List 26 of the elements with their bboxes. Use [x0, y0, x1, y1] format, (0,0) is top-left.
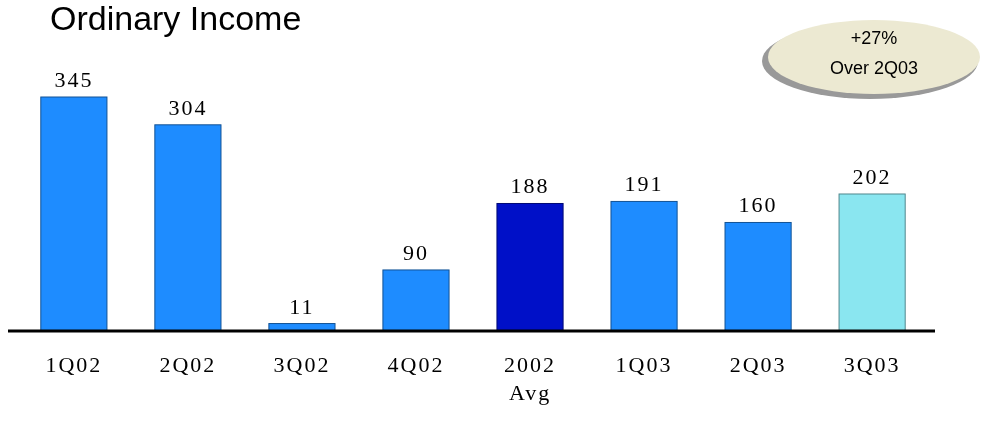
data-label: 90: [402, 239, 429, 265]
bar: [838, 193, 906, 332]
bar: [724, 221, 792, 332]
text: +27%: [850, 28, 898, 48]
x-tick-label: 3Q02: [273, 352, 331, 377]
data-label: 345: [54, 67, 94, 92]
x-tick-label: 2Q02: [159, 352, 217, 377]
bar: [154, 124, 222, 332]
bar: [382, 269, 450, 332]
bar: [496, 202, 564, 332]
data-label: 191: [624, 171, 664, 197]
x-tick-label: 4Q02: [387, 352, 445, 377]
x-tick-label: 2002 Avg: [504, 352, 557, 405]
data-label: 160: [738, 192, 778, 218]
chart-title: Ordinary Income: [50, 0, 302, 37]
data-label: 11: [289, 293, 315, 319]
bar: [40, 96, 108, 332]
data-label: 188: [510, 173, 550, 199]
x-tick-label: 2Q03: [729, 352, 787, 377]
data-label: 202: [852, 163, 892, 189]
data-label: 304: [168, 94, 208, 120]
x-tick-label: 3Q03: [843, 352, 901, 377]
text: Over 2Q03: [829, 58, 919, 78]
x-tick-label: 1Q02: [45, 352, 103, 377]
x-tick-label: 1Q03: [615, 352, 673, 377]
bar: [610, 200, 678, 332]
